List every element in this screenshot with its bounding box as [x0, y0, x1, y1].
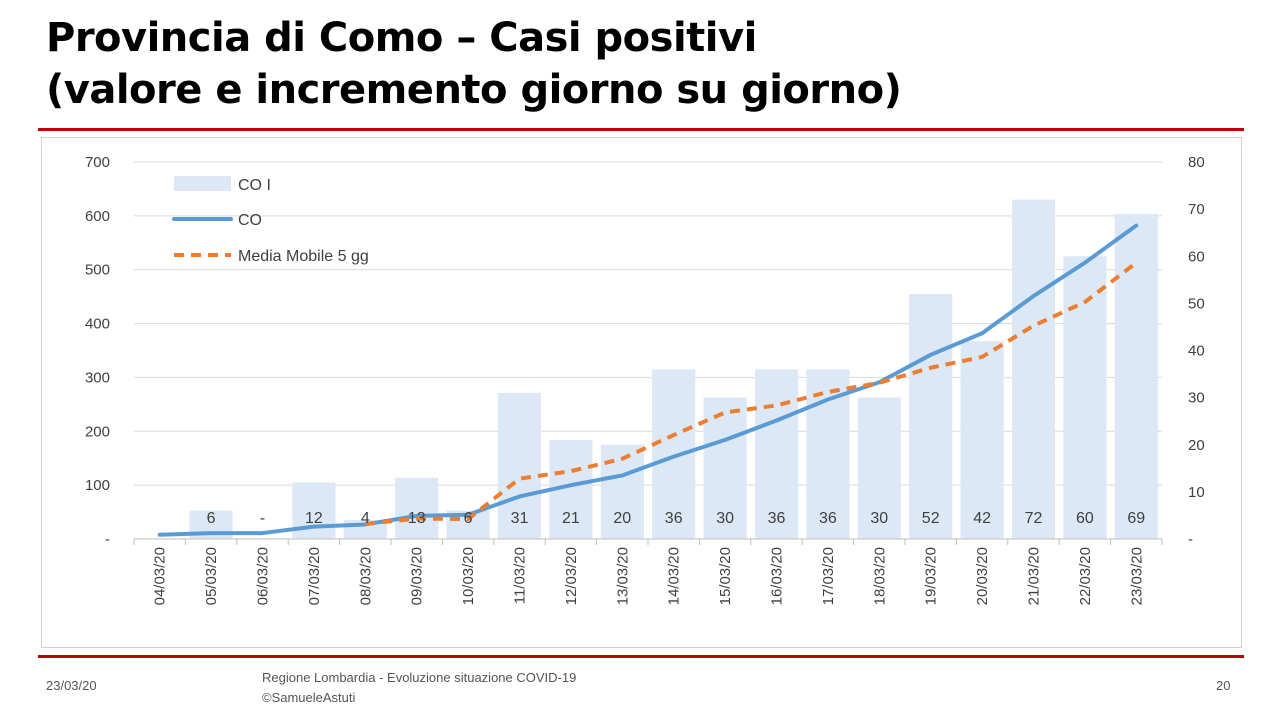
x-axis-tick-label: 17/03/20	[820, 547, 837, 605]
series-line-moving-average	[365, 261, 1138, 526]
title-line-1: Provincia di Como – Casi positivi	[46, 15, 757, 61]
bar-data-label: 21	[562, 510, 580, 527]
x-axis-tick-label: 05/03/20	[203, 547, 220, 605]
bar-data-label: 69	[1127, 510, 1145, 527]
right-axis-tick: 30	[1188, 390, 1205, 407]
bar	[703, 397, 747, 539]
bar-data-label: 4	[361, 510, 370, 527]
bar-data-label: 60	[1076, 510, 1094, 527]
bar	[497, 392, 542, 539]
chart-container: - 100 200 300 400 500 600 700 - 10 20 30 40 50 60 70 80 0…	[41, 137, 1242, 648]
left-axis-tick: 200	[85, 423, 110, 440]
bar	[395, 477, 439, 539]
left-axis-tick: 100	[85, 477, 110, 494]
right-axis-tick: -	[1188, 531, 1193, 548]
x-axis-tick-label: 15/03/20	[717, 547, 734, 605]
bar-data-label: 36	[819, 510, 837, 527]
legend-label: CO I	[238, 177, 271, 194]
bar-data-label: 6	[207, 510, 216, 527]
legend-label: CO	[238, 212, 262, 229]
bar-data-label: 30	[716, 510, 734, 527]
left-axis-tick: 300	[85, 369, 110, 386]
title-line-2: (valore e incremento giorno su giorno)	[46, 67, 902, 113]
bar	[754, 369, 799, 539]
bar-data-label: 13	[408, 510, 426, 527]
x-axis-tick-label: 04/03/20	[152, 547, 169, 605]
page-number: 20	[1216, 678, 1231, 693]
bar-data-label: 30	[870, 510, 888, 527]
x-axis-tick-label: 09/03/20	[409, 547, 426, 605]
left-axis-tick: 400	[85, 316, 110, 333]
bar-data-label: 20	[613, 510, 631, 527]
title-divider	[38, 128, 1244, 131]
footer-source-line-2: ©SamueleAstuti	[262, 690, 356, 705]
footer-divider	[38, 655, 1244, 658]
combo-chart: - 100 200 300 400 500 600 700 - 10 20 30 40 50 60 70 80 0…	[85, 154, 1205, 605]
bar	[909, 293, 953, 539]
legend-swatch-bar	[174, 176, 231, 191]
bar	[1063, 256, 1107, 539]
left-axis-tick: -	[105, 531, 110, 548]
bar	[652, 369, 696, 539]
bar-data-label: 72	[1025, 510, 1043, 527]
footer-source-line-1: Regione Lombardia - Evoluzione situazion…	[262, 670, 577, 685]
right-axis-tick: 60	[1188, 248, 1205, 265]
x-axis-tick-label: 12/03/20	[563, 547, 580, 605]
x-axis-tick-label: 16/03/20	[769, 547, 786, 605]
bar-data-label: 36	[665, 510, 683, 527]
x-axis-tick-label: 13/03/20	[614, 547, 631, 605]
x-axis-tick-label: 10/03/20	[460, 547, 477, 605]
slide-title: Provincia di Como – Casi positivi (valor…	[46, 12, 902, 116]
x-axis-tick-label: 06/03/20	[255, 547, 272, 605]
x-axis-tick-label: 21/03/20	[1026, 547, 1043, 605]
bar-data-label: -	[260, 510, 265, 527]
bar-data-label: 36	[768, 510, 786, 527]
bar-data-label: 31	[511, 510, 529, 527]
x-axis-tick-label: 23/03/20	[1128, 547, 1145, 605]
x-axis-tick-label: 18/03/20	[871, 547, 888, 605]
x-axis-tick-label: 08/03/20	[357, 547, 374, 605]
x-axis-tick-label: 20/03/20	[974, 547, 991, 605]
x-axis-tick-label: 11/03/20	[512, 547, 529, 604]
right-axis-tick: 70	[1188, 201, 1205, 218]
left-axis-tick: 700	[85, 154, 110, 171]
bar	[1114, 213, 1158, 539]
left-axis-tick: 500	[85, 262, 110, 279]
footer-source: Regione Lombardia - Evoluzione situazion…	[262, 668, 576, 708]
bar	[857, 397, 901, 539]
x-axis-tick-label: 14/03/20	[666, 547, 683, 605]
right-axis-tick: 10	[1188, 484, 1205, 501]
x-axis-tick-label: 19/03/20	[923, 547, 940, 605]
bar-data-label: 12	[305, 510, 323, 527]
footer-date: 23/03/20	[46, 678, 97, 693]
right-axis-tick: 80	[1188, 154, 1205, 171]
x-axis-tick-label: 07/03/20	[306, 547, 323, 605]
bar-data-label: 42	[973, 510, 991, 527]
right-axis-tick: 50	[1188, 295, 1205, 312]
bar	[960, 341, 1004, 539]
series-line-co	[157, 223, 1139, 537]
bar	[1011, 199, 1056, 539]
right-axis-tick: 20	[1188, 437, 1205, 454]
legend-label: Media Mobile 5 gg	[238, 248, 369, 265]
bar-data-label: 52	[922, 510, 940, 527]
bar-data-label: 6	[464, 510, 473, 527]
right-axis-tick: 40	[1188, 343, 1205, 360]
x-axis-tick-label: 22/03/20	[1077, 547, 1094, 605]
left-axis-tick: 600	[85, 208, 110, 225]
